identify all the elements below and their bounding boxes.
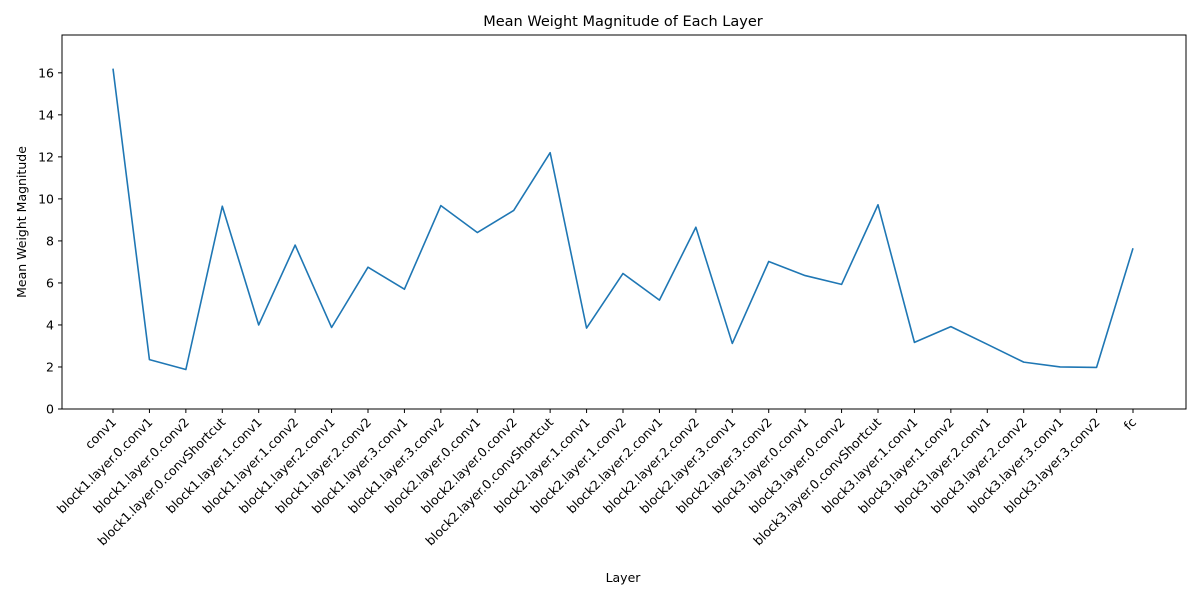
plot-area — [62, 35, 1186, 409]
y-tick-label: 10 — [38, 191, 54, 206]
y-tick-label: 16 — [38, 65, 54, 80]
chart-title: Mean Weight Magnitude of Each Layer — [483, 14, 763, 30]
x-axis-label: Layer — [606, 570, 642, 585]
y-tick-label: 2 — [46, 359, 54, 374]
y-tick-label: 8 — [46, 233, 54, 248]
y-tick-label: 6 — [46, 275, 54, 290]
y-axis-label: Mean Weight Magnitude — [14, 146, 29, 298]
x-tick-label: fc — [1121, 414, 1140, 433]
y-tick-label: 14 — [38, 107, 54, 122]
y-tick-label: 4 — [46, 317, 54, 332]
y-tick-label: 0 — [46, 402, 54, 417]
y-axis: 0 2 4 6 8 10 12 14 16 — [38, 65, 62, 416]
y-tick-label: 12 — [38, 149, 54, 164]
x-axis: conv1block1.layer.0.conv1block1.layer.0.… — [54, 409, 1139, 548]
